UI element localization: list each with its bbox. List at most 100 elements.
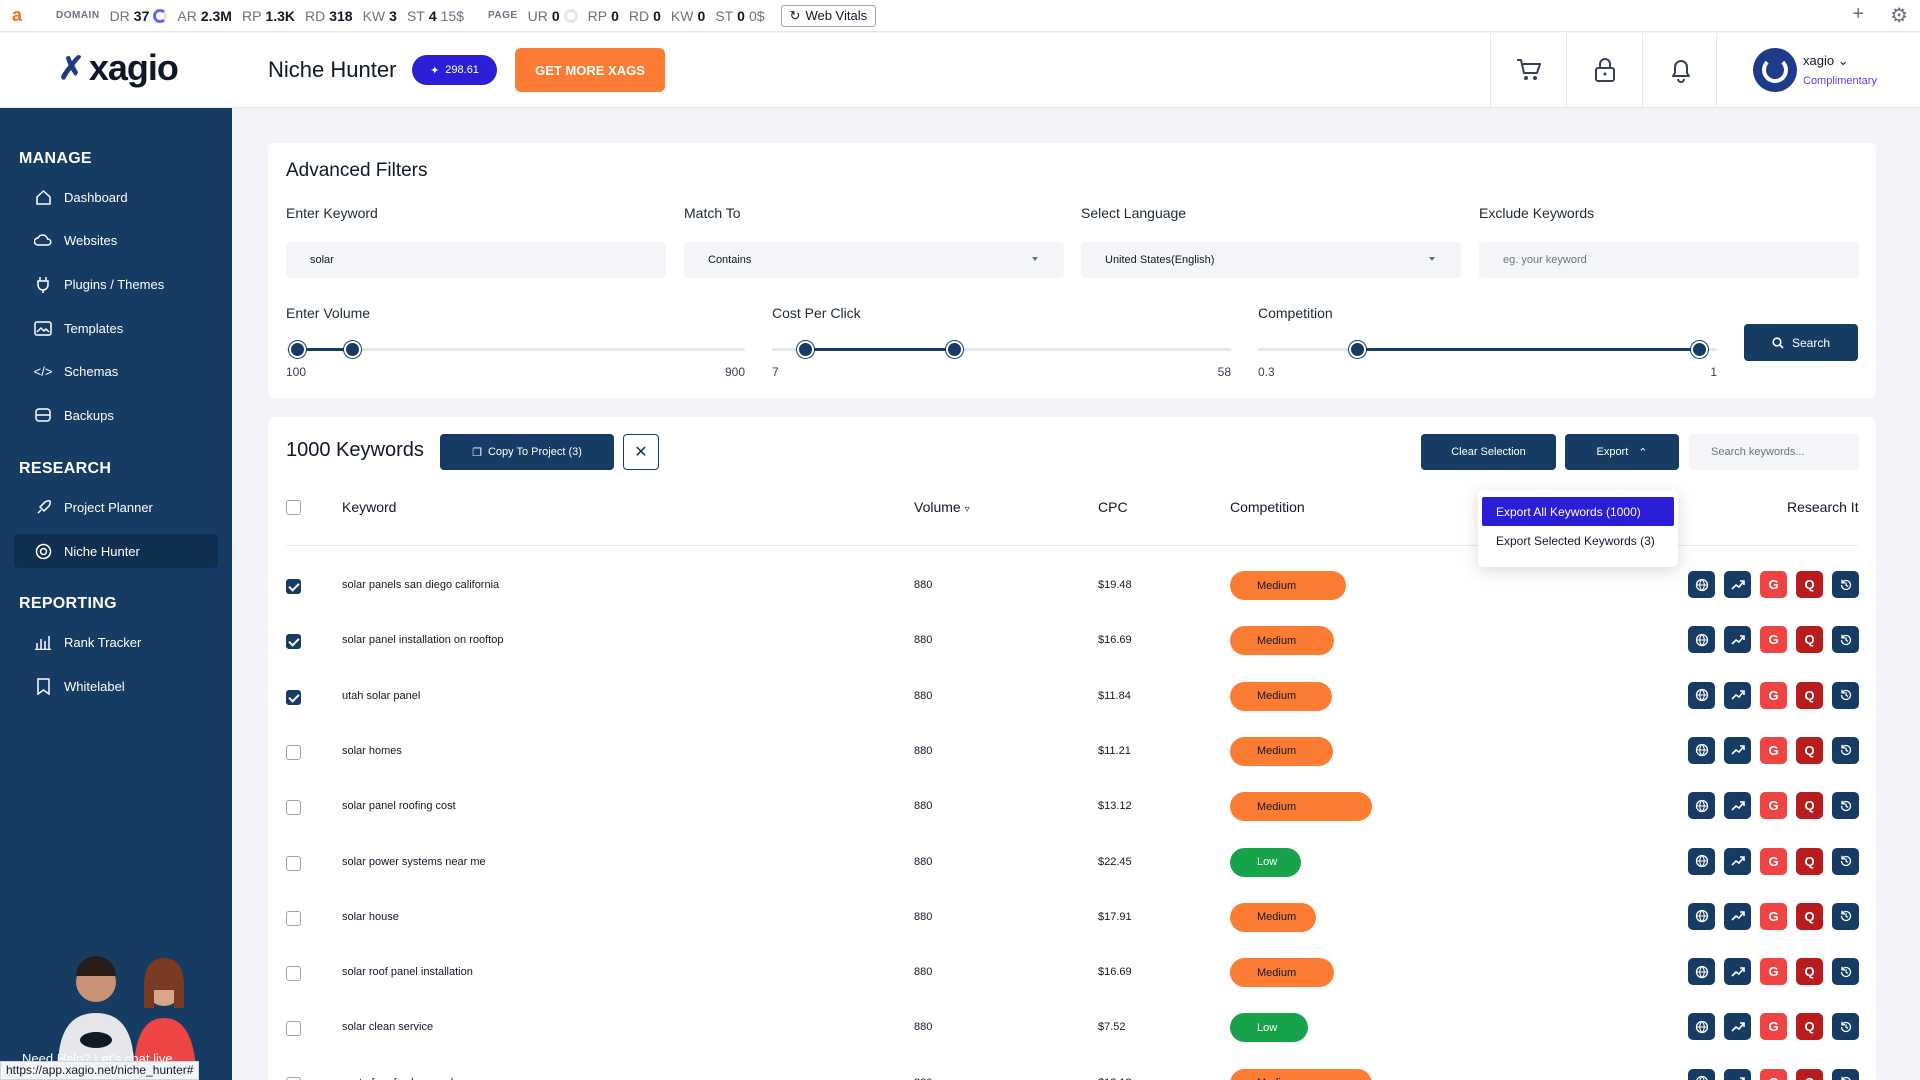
google-icon[interactable]: G bbox=[1760, 571, 1787, 598]
gear-icon[interactable]: ⚙ bbox=[1890, 5, 1908, 27]
get-more-xags-button[interactable]: GET MORE XAGS bbox=[515, 48, 665, 92]
slider-min-handle[interactable] bbox=[289, 341, 307, 358]
support-team-photo[interactable] bbox=[44, 948, 214, 1068]
quora-icon[interactable]: Q bbox=[1796, 1068, 1823, 1080]
web-vitals-button[interactable]: ↻ Web Vitals bbox=[780, 4, 877, 27]
history-icon[interactable] bbox=[1832, 1068, 1859, 1080]
history-icon[interactable] bbox=[1832, 626, 1859, 654]
table-row[interactable]: solar roof panel installation 880 $16.69 Me… bbox=[268, 946, 1876, 1001]
row-checkbox[interactable] bbox=[286, 1021, 301, 1037]
table-row[interactable]: solar power systems near me 880 $22.45 Low G… bbox=[268, 836, 1876, 891]
slider-max-handle[interactable] bbox=[1691, 341, 1709, 358]
quora-icon[interactable]: Q bbox=[1796, 626, 1823, 654]
language-select[interactable]: United States(English) bbox=[1081, 242, 1461, 278]
google-icon[interactable]: G bbox=[1760, 902, 1787, 930]
volume-slider[interactable]: 100 900 bbox=[286, 341, 745, 383]
table-row[interactable]: solar house 880 $17.91 Medium G Q bbox=[268, 891, 1876, 946]
trend-up-icon[interactable] bbox=[1724, 902, 1751, 930]
globe-icon[interactable] bbox=[1688, 902, 1715, 930]
cpc-slider[interactable]: 7 58 bbox=[772, 341, 1231, 383]
trend-up-icon[interactable] bbox=[1724, 1013, 1751, 1041]
copy-to-project-button[interactable]: ❐ Copy To Project (3) bbox=[440, 434, 614, 470]
xags-balance-badge[interactable]: ✦ 298.61 bbox=[412, 55, 497, 85]
sidebar-item-backups[interactable]: Backups bbox=[14, 398, 218, 432]
row-checkbox[interactable] bbox=[286, 689, 301, 705]
select-all-checkbox[interactable] bbox=[286, 500, 301, 515]
row-checkbox[interactable] bbox=[286, 744, 301, 760]
search-button[interactable]: Search bbox=[1744, 324, 1858, 361]
xagio-logo[interactable]: ✗ xagio bbox=[58, 50, 179, 86]
sidebar-item-niche-hunter[interactable]: Niche Hunter bbox=[14, 534, 218, 568]
row-checkbox[interactable] bbox=[286, 1076, 301, 1080]
trend-up-icon[interactable] bbox=[1724, 792, 1751, 820]
history-icon[interactable] bbox=[1832, 847, 1859, 875]
trend-up-icon[interactable] bbox=[1724, 626, 1751, 654]
row-checkbox[interactable] bbox=[286, 579, 301, 594]
history-icon[interactable] bbox=[1832, 902, 1859, 930]
row-checkbox[interactable] bbox=[286, 855, 301, 871]
google-icon[interactable]: G bbox=[1760, 626, 1787, 654]
globe-icon[interactable] bbox=[1688, 736, 1715, 764]
trend-up-icon[interactable] bbox=[1724, 736, 1751, 764]
sidebar-item-rank-tracker[interactable]: Rank Tracker bbox=[14, 625, 218, 659]
plus-icon[interactable]: + bbox=[1852, 3, 1865, 25]
table-row[interactable]: solar panels san diego california 880 $19.… bbox=[268, 559, 1876, 614]
slider-max-handle[interactable] bbox=[343, 341, 361, 358]
slider-min-handle[interactable] bbox=[1348, 341, 1366, 358]
trend-up-icon[interactable] bbox=[1724, 958, 1751, 986]
clear-selection-button[interactable]: Clear Selection bbox=[1421, 434, 1556, 470]
row-checkbox[interactable] bbox=[286, 634, 301, 650]
google-icon[interactable]: G bbox=[1760, 792, 1787, 820]
trend-up-icon[interactable] bbox=[1724, 681, 1751, 709]
history-icon[interactable] bbox=[1832, 571, 1859, 598]
cart-button[interactable] bbox=[1490, 33, 1566, 107]
extension-logo-icon[interactable]: a bbox=[12, 5, 23, 25]
globe-icon[interactable] bbox=[1688, 1068, 1715, 1080]
table-row[interactable]: solar homes 880 $11.21 Medium G Q bbox=[268, 725, 1876, 780]
sidebar-item-dashboard[interactable]: Dashboard bbox=[14, 180, 218, 214]
table-row[interactable]: solar panel installation on rooftop 880 $1… bbox=[268, 614, 1876, 669]
export-all-option[interactable]: Export All Keywords (1000) bbox=[1482, 497, 1674, 526]
exclude-keywords-input[interactable]: eg. your keyword bbox=[1479, 242, 1859, 278]
sidebar-item-whitelabel[interactable]: Whitelabel bbox=[14, 669, 218, 703]
keyword-input[interactable]: solar bbox=[286, 242, 666, 278]
quora-icon[interactable]: Q bbox=[1796, 847, 1823, 875]
google-icon[interactable]: G bbox=[1760, 681, 1787, 709]
column-header-volume[interactable]: Volume ▿ bbox=[914, 499, 970, 515]
quora-icon[interactable]: Q bbox=[1796, 902, 1823, 930]
slider-max-handle[interactable] bbox=[946, 341, 964, 358]
google-icon[interactable]: G bbox=[1760, 958, 1787, 986]
match-select[interactable]: Contains bbox=[684, 242, 1064, 278]
sidebar-item-templates[interactable]: Templates bbox=[14, 311, 218, 345]
lock-button[interactable] bbox=[1566, 33, 1642, 107]
globe-icon[interactable] bbox=[1688, 681, 1715, 709]
slider-min-handle[interactable] bbox=[796, 341, 814, 358]
globe-icon[interactable] bbox=[1688, 1013, 1715, 1041]
table-row[interactable]: utah solar panel 880 $11.84 Medium G Q bbox=[268, 670, 1876, 725]
column-header-cpc[interactable]: CPC bbox=[1098, 499, 1128, 515]
export-button[interactable]: Export ⌃ bbox=[1565, 434, 1679, 470]
trend-up-icon[interactable] bbox=[1724, 847, 1751, 875]
sidebar-item-websites[interactable]: Websites bbox=[14, 223, 218, 257]
close-icon[interactable]: ✕ bbox=[623, 434, 659, 470]
trend-up-icon[interactable] bbox=[1724, 571, 1751, 598]
quora-icon[interactable]: Q bbox=[1796, 1013, 1823, 1041]
quora-icon[interactable]: Q bbox=[1796, 736, 1823, 764]
quora-icon[interactable]: Q bbox=[1796, 571, 1823, 598]
globe-icon[interactable] bbox=[1688, 792, 1715, 820]
google-icon[interactable]: G bbox=[1760, 1068, 1787, 1080]
globe-icon[interactable] bbox=[1688, 958, 1715, 986]
history-icon[interactable] bbox=[1832, 958, 1859, 986]
history-icon[interactable] bbox=[1832, 1013, 1859, 1041]
table-row[interactable]: solar panel roofing cost 880 $13.12 Medium G… bbox=[268, 780, 1876, 835]
globe-icon[interactable] bbox=[1688, 571, 1715, 598]
google-icon[interactable]: G bbox=[1760, 1013, 1787, 1041]
history-icon[interactable] bbox=[1832, 792, 1859, 820]
keyword-search-input[interactable]: Search keywords... bbox=[1689, 434, 1859, 470]
trend-up-icon[interactable] bbox=[1724, 1068, 1751, 1080]
table-row[interactable]: solar clean service 880 $7.52 Low G Q bbox=[268, 1001, 1876, 1056]
user-menu[interactable]: xagio ⌄ Complimentary bbox=[1716, 33, 1920, 107]
sidebar-item-plugins[interactable]: Plugins / Themes bbox=[14, 267, 218, 301]
history-icon[interactable] bbox=[1832, 681, 1859, 709]
competition-slider[interactable]: 0.3 1 bbox=[1258, 341, 1717, 383]
